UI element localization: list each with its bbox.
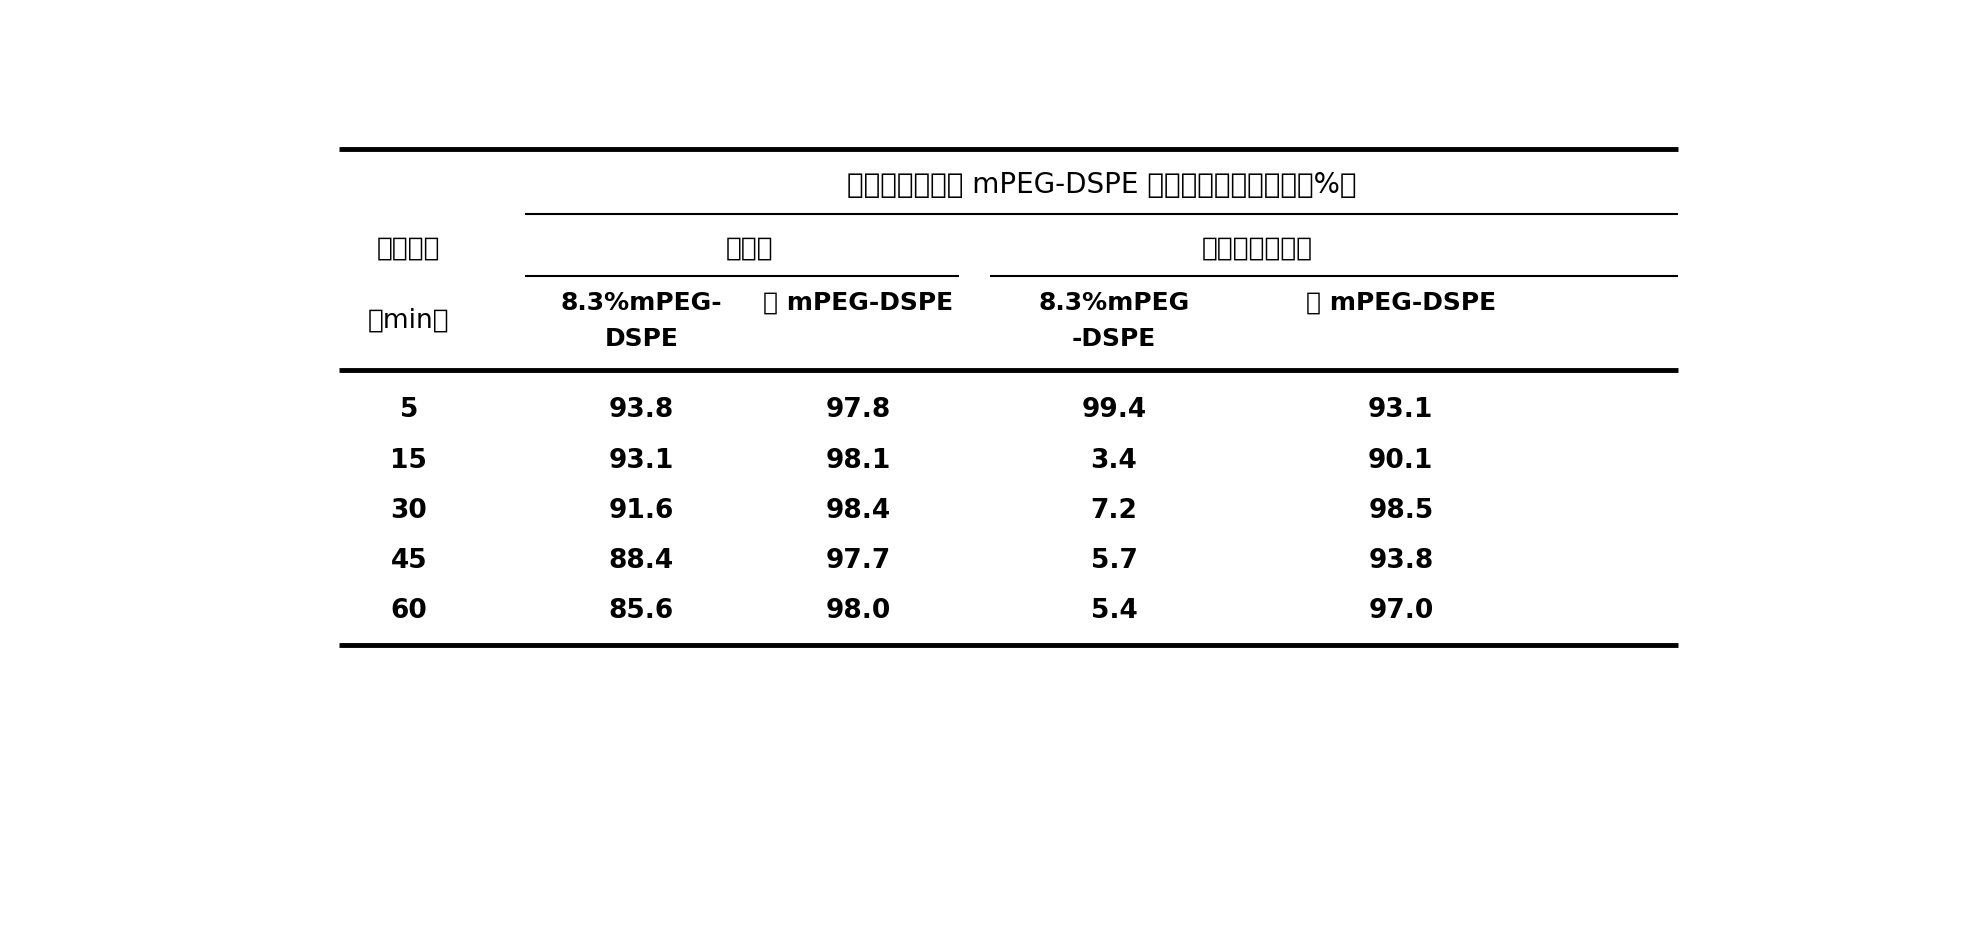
- Text: DSPE: DSPE: [604, 327, 679, 351]
- Text: 15: 15: [390, 447, 427, 473]
- Text: 5.4: 5.4: [1090, 598, 1138, 623]
- Text: 无 mPEG-DSPE: 无 mPEG-DSPE: [764, 291, 953, 314]
- Text: 85.6: 85.6: [608, 598, 673, 623]
- Text: 5: 5: [400, 397, 417, 424]
- Text: 99.4: 99.4: [1082, 397, 1147, 424]
- Text: 3.4: 3.4: [1090, 447, 1138, 473]
- Text: 90.1: 90.1: [1368, 447, 1433, 473]
- Text: 载药时间: 载药时间: [378, 236, 441, 262]
- Text: 93.8: 93.8: [608, 397, 673, 424]
- Text: 93.1: 93.1: [1368, 397, 1433, 424]
- Text: 98.1: 98.1: [825, 447, 892, 473]
- Text: 98.5: 98.5: [1368, 498, 1433, 523]
- Text: 7.2: 7.2: [1090, 498, 1138, 523]
- Text: （min）: （min）: [368, 308, 449, 333]
- Text: 30: 30: [390, 498, 427, 523]
- Text: 93.1: 93.1: [608, 447, 673, 473]
- Text: 60: 60: [390, 598, 427, 623]
- Text: 97.7: 97.7: [827, 547, 892, 574]
- Text: 91.6: 91.6: [608, 498, 673, 523]
- Text: 88.4: 88.4: [608, 547, 673, 574]
- Text: -DSPE: -DSPE: [1073, 327, 1155, 351]
- Text: 93.8: 93.8: [1368, 547, 1433, 574]
- Text: 98.4: 98.4: [827, 498, 892, 523]
- Text: 8.3%mPEG: 8.3%mPEG: [1039, 291, 1189, 314]
- Text: 45: 45: [390, 547, 427, 574]
- Text: 对羟基苯磺酸铵: 对羟基苯磺酸铵: [1202, 236, 1313, 262]
- Text: 无 mPEG-DSPE: 无 mPEG-DSPE: [1305, 291, 1496, 314]
- Text: 硫酸铵: 硫酸铵: [726, 236, 773, 262]
- Text: 98.0: 98.0: [827, 598, 892, 623]
- Text: 不同内相、不同 mPEG-DSPE 含量脂质体的包封率（%）: 不同内相、不同 mPEG-DSPE 含量脂质体的包封率（%）: [846, 171, 1356, 199]
- Text: 97.8: 97.8: [827, 397, 892, 424]
- Text: 97.0: 97.0: [1368, 598, 1433, 623]
- Text: 8.3%mPEG-: 8.3%mPEG-: [561, 291, 722, 314]
- Text: 5.7: 5.7: [1090, 547, 1138, 574]
